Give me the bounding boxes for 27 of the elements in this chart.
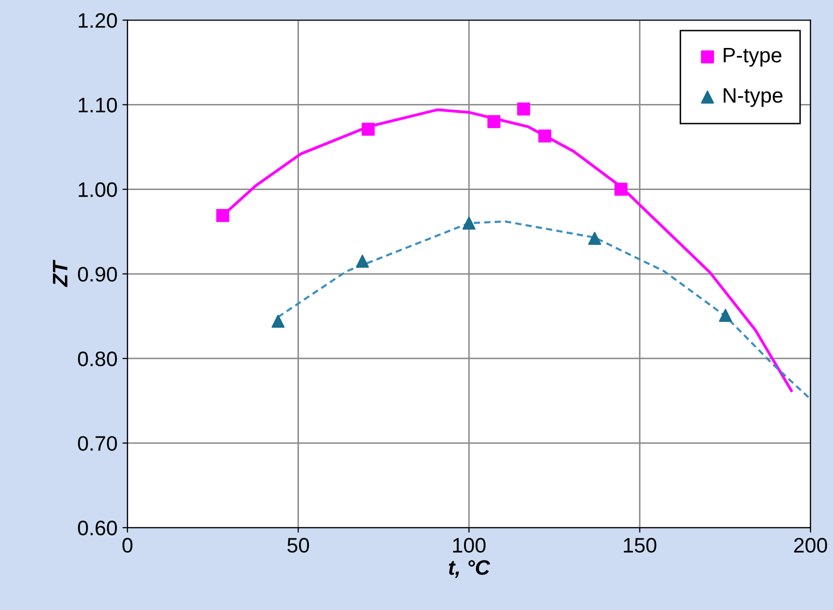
point xyxy=(356,254,369,268)
y-tick-label: 0.80 xyxy=(78,351,117,366)
point xyxy=(462,216,476,230)
legend-label: N-type xyxy=(724,88,783,107)
x-tick-label: 50 xyxy=(287,538,309,553)
y-tick-label: 1.10 xyxy=(78,98,117,112)
x-tick-label: 0 xyxy=(122,538,132,553)
point xyxy=(588,232,602,245)
y-axis-title: ZT xyxy=(52,260,68,288)
point xyxy=(216,209,230,222)
x-tick-label: 200 xyxy=(794,538,828,553)
legend-label: P-type xyxy=(724,48,782,67)
point xyxy=(517,102,530,116)
point xyxy=(272,314,285,328)
y-tick-label: 0.90 xyxy=(78,266,117,282)
x-tick-label: 150 xyxy=(624,538,656,553)
point xyxy=(487,115,500,128)
point xyxy=(718,308,732,322)
y-tick-label: 0.60 xyxy=(78,520,117,536)
y-tick-label: 0.70 xyxy=(78,436,117,451)
point xyxy=(614,182,628,196)
x-tick-label: 100 xyxy=(453,538,486,553)
point xyxy=(538,130,552,143)
y-tick-label: 1.20 xyxy=(78,13,117,28)
x-axis-title: t, °C xyxy=(448,560,490,578)
y-tick-label: 1.00 xyxy=(78,182,117,198)
point xyxy=(362,122,375,136)
